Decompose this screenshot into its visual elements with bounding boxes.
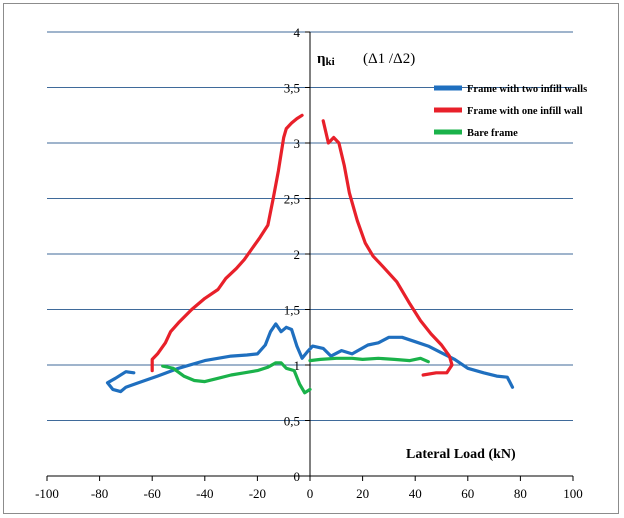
series-layer — [105, 113, 515, 395]
x-tick-label: -20 — [249, 486, 266, 501]
legend-item-one-infill: Frame with one infill wall — [434, 106, 583, 117]
y-axis-title: ηki (Δ1 /Δ2) — [317, 51, 415, 68]
series-line — [161, 361, 312, 395]
series-line — [105, 322, 515, 394]
series-line — [150, 113, 304, 373]
x-tick-label: 60 — [461, 486, 474, 501]
legend-label-two-infill: Frame with two infill walls — [467, 84, 587, 95]
y-tick-labels: 0 0,5 1 1,5 2 2,5 3 3,5 4 — [284, 25, 301, 484]
legend-item-bare: Bare frame — [434, 128, 518, 139]
y-axis-subscript: ki — [326, 56, 335, 68]
x-tick-labels: -100 -80 -60 -40 -20 0 20 40 60 80 100 — [35, 486, 583, 501]
y-tick-label: 2,5 — [284, 192, 300, 207]
series-line — [308, 356, 430, 364]
y-tick-label: 3 — [294, 136, 301, 151]
x-tick-label: 100 — [563, 486, 583, 501]
legend: Frame with two infill walls Frame with o… — [434, 84, 587, 139]
legend-label-bare: Bare frame — [467, 128, 518, 139]
x-tick-label: -100 — [35, 486, 59, 501]
x-tick-label: -80 — [91, 486, 108, 501]
series-line — [321, 119, 454, 377]
legend-label-one-infill: Frame with one infill wall — [467, 106, 583, 117]
y-axis-ratio: (Δ1 /Δ2) — [363, 51, 415, 67]
x-tick-label: -60 — [144, 486, 161, 501]
x-tick-label: 40 — [409, 486, 422, 501]
chart-frame — [3, 3, 619, 514]
y-tick-label: 4 — [294, 25, 301, 40]
x-tick-label: 80 — [514, 486, 527, 501]
y-tick-label: 0 — [294, 469, 301, 484]
y-tick-label: 1 — [294, 358, 301, 373]
y-tick-label: 0,5 — [284, 414, 300, 429]
svg-text:ηki: ηki — [317, 51, 335, 68]
x-tick-label: 0 — [307, 486, 314, 501]
y-tick-label: 3,5 — [284, 81, 300, 96]
x-tick-label: 20 — [356, 486, 369, 501]
legend-item-two-infill: Frame with two infill walls — [434, 84, 587, 95]
axes — [46, 31, 574, 481]
x-tick-label: -40 — [196, 486, 213, 501]
y-tick-label: 1,5 — [284, 303, 300, 318]
y-tick-label: 2 — [294, 247, 301, 262]
x-axis-title: Lateral Load (kN) — [406, 447, 516, 462]
y-axis-symbol: η — [317, 51, 326, 67]
